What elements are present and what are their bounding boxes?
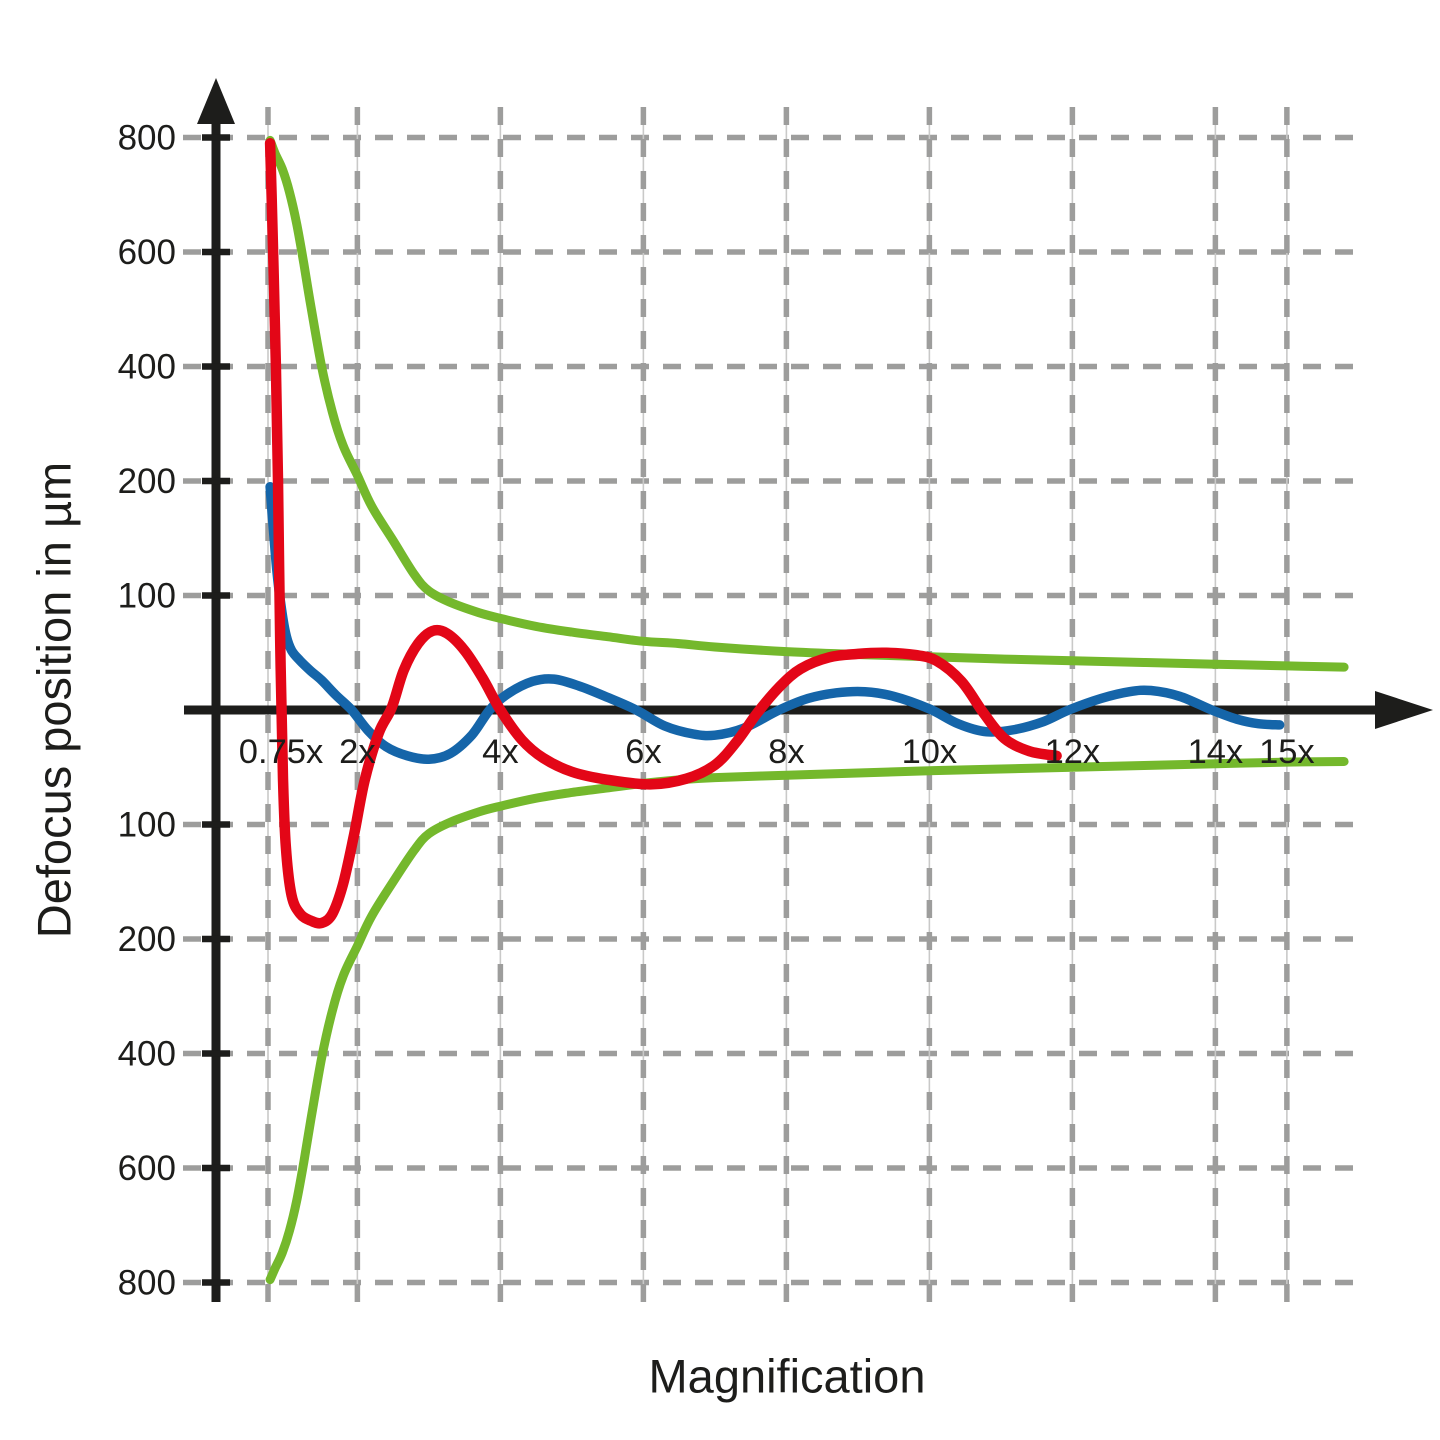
x-tick-label: 14x (1188, 733, 1244, 771)
y-tick-label: 200 (118, 920, 176, 959)
x-tick-label: 6x (625, 733, 661, 771)
series-envelope-lower-green (265, 757, 1349, 1285)
series-oscillation-red (264, 137, 1062, 929)
x-tick-label: 4x (482, 733, 518, 771)
x-tick-label: 12x (1045, 733, 1101, 771)
y-tick-label: 800 (118, 1264, 176, 1303)
y-tick-label: 600 (118, 1149, 176, 1188)
y-tick-label: 600 (118, 233, 176, 272)
x-tick-label: 0.75x (239, 733, 323, 771)
x-axis-title: Magnification (648, 1349, 926, 1403)
y-tick-label: 800 (118, 119, 176, 158)
x-tick-label: 15x (1259, 733, 1315, 771)
y-axis-title: Defocus position in µm (27, 461, 81, 939)
series-oscillation-blue (265, 481, 1285, 765)
y-tick-label: 200 (118, 462, 176, 501)
y-axis-arrowhead (197, 78, 235, 124)
x-axis-arrowhead (1375, 691, 1433, 729)
x-tick-label: 8x (768, 733, 804, 771)
x-tick-label: 2x (339, 733, 375, 771)
y-tick-label: 400 (118, 1035, 176, 1074)
y-tick-label: 100 (118, 577, 176, 616)
series-envelope-upper-green (265, 135, 1349, 672)
y-tick-label: 100 (118, 806, 176, 845)
x-tick-label: 10x (902, 733, 958, 771)
y-tick-label: 400 (118, 348, 176, 387)
